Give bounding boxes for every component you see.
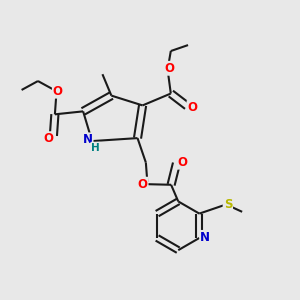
- Text: O: O: [43, 132, 53, 145]
- Text: H: H: [91, 142, 100, 153]
- Text: N: N: [82, 134, 93, 146]
- Text: S: S: [224, 198, 232, 211]
- Text: O: O: [138, 178, 148, 191]
- Text: O: O: [177, 156, 188, 169]
- Text: O: O: [164, 62, 174, 75]
- Text: N: N: [200, 231, 210, 244]
- Text: O: O: [53, 85, 63, 98]
- Text: O: O: [188, 101, 197, 114]
